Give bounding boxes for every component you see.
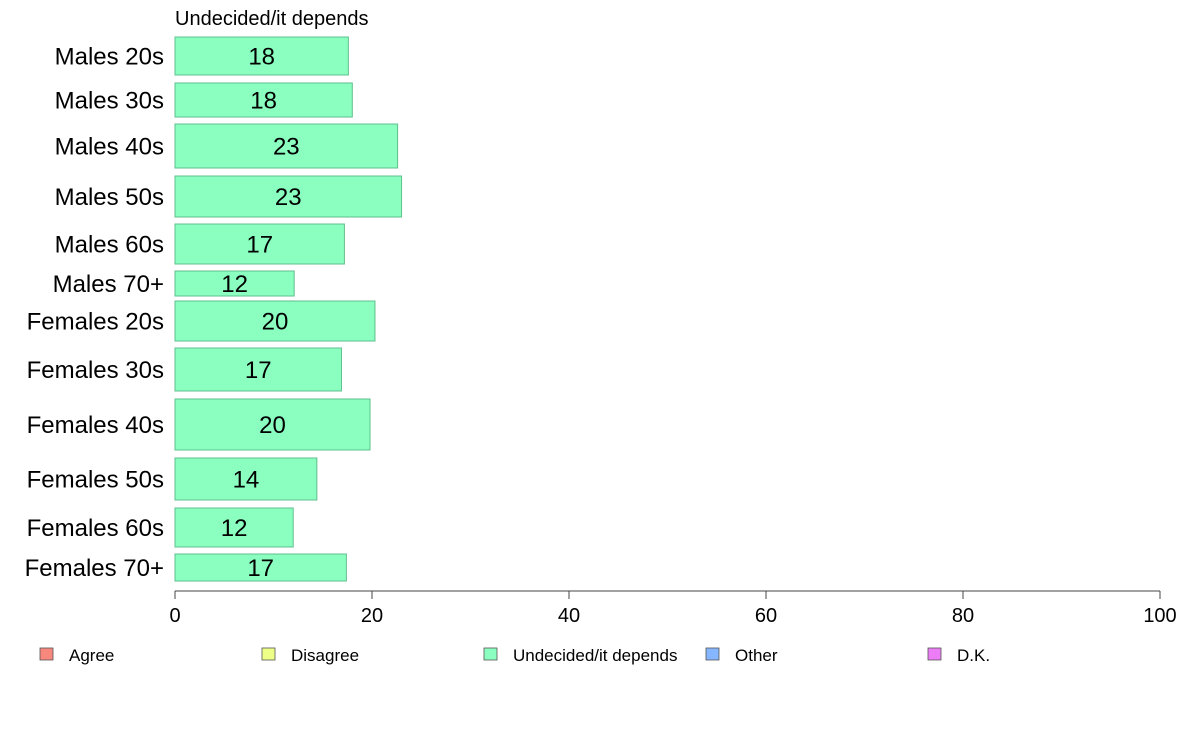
- bar: [174, 347, 342, 392]
- legend-label: Disagree: [291, 646, 359, 665]
- bar-value-label: 17: [247, 555, 274, 582]
- category-label: Males 70+: [53, 271, 164, 298]
- legend-item: Disagree: [261, 646, 359, 665]
- category-label: Males 30s: [55, 88, 164, 115]
- bar-row: Females 20s 20: [27, 300, 376, 342]
- bar-value-label: 12: [221, 515, 248, 542]
- bar-row: Females 60s 12: [27, 507, 294, 548]
- category-label: Females 60s: [27, 515, 164, 542]
- legend-swatch: [705, 647, 720, 661]
- bar-row: Females 40s 20: [27, 398, 371, 451]
- bar: [174, 123, 399, 169]
- bar-value-label: 12: [221, 271, 248, 298]
- legend-swatch: [261, 647, 276, 661]
- bar-value-label: 14: [233, 467, 260, 494]
- bar-row: Females 70+ 17: [25, 553, 347, 582]
- legend-label: Undecided/it depends: [513, 646, 677, 665]
- legend-swatch: [927, 647, 942, 661]
- x-tick-label: 40: [558, 605, 580, 627]
- bar-value-label: 17: [246, 232, 273, 259]
- x-tick-label: 60: [755, 605, 777, 627]
- legend-label: Agree: [69, 646, 114, 665]
- x-axis: 0 20 40 60 80 100: [169, 590, 1177, 627]
- bar-row: Males 30s 18: [55, 82, 353, 118]
- bar: [174, 175, 403, 218]
- bar-value-label: 23: [273, 134, 300, 161]
- legend-swatch: [483, 647, 498, 661]
- category-label: Males 40s: [55, 134, 164, 161]
- legend-item: Other: [705, 646, 778, 665]
- category-label: Females 20s: [27, 309, 164, 336]
- bar: [174, 36, 349, 76]
- category-label: Males 20s: [55, 44, 164, 71]
- legend-item: Undecided/it depends: [483, 646, 677, 665]
- bar-row: Males 40s 23: [55, 123, 399, 169]
- legend-item: Agree: [39, 646, 114, 665]
- bar-row: Females 30s 17: [27, 347, 342, 392]
- category-label: Females 30s: [27, 357, 164, 384]
- x-tick-label: 0: [169, 605, 180, 627]
- legend-swatch: [39, 647, 54, 661]
- bar: [174, 270, 295, 297]
- bar-value-label: 18: [248, 44, 275, 71]
- legend-label: Other: [735, 646, 778, 665]
- bar-row: Males 50s 23: [55, 175, 403, 218]
- x-tick-label: 20: [361, 605, 383, 627]
- bar-row: Males 70+ 12: [53, 270, 295, 298]
- bar-row: Females 50s 14: [27, 457, 318, 501]
- category-label: Males 60s: [55, 232, 164, 259]
- bar-value-label: 18: [250, 88, 277, 115]
- bar: [174, 398, 371, 451]
- legend: Agree Disagree Undecided/it depends Other D.…: [39, 646, 990, 665]
- category-label: Females 70+: [25, 555, 164, 582]
- bar: [174, 553, 347, 582]
- bar-row: Males 60s 17: [55, 223, 345, 265]
- category-label: Females 40s: [27, 412, 164, 439]
- bar-row: Males 20s 18: [55, 36, 349, 76]
- bar: [174, 223, 345, 265]
- category-label: Males 50s: [55, 184, 164, 211]
- bar-value-label: 17: [245, 357, 272, 384]
- x-tick-label: 100: [1143, 605, 1176, 627]
- bar-value-label: 20: [259, 412, 286, 439]
- bar: [174, 300, 376, 342]
- x-tick-label: 80: [952, 605, 974, 627]
- legend-item: D.K.: [927, 646, 990, 665]
- legend-label: D.K.: [957, 646, 990, 665]
- bar: [174, 507, 294, 548]
- bar: [174, 82, 353, 118]
- category-label: Females 50s: [27, 467, 164, 494]
- panel-title: Undecided/it depends: [175, 8, 368, 30]
- bar-value-label: 20: [262, 309, 289, 336]
- bar-value-label: 23: [275, 184, 302, 211]
- bar: [174, 457, 318, 501]
